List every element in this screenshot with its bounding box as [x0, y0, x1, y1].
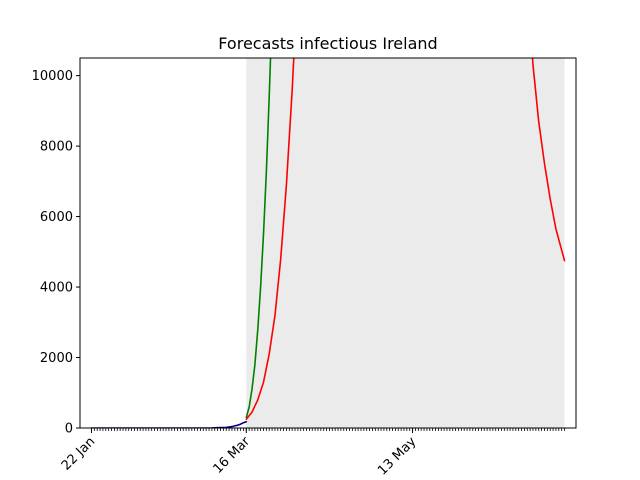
x-tick-label: 13 May — [375, 434, 419, 478]
y-tick-label: 4000 — [40, 281, 73, 296]
plot-frame — [79, 57, 577, 429]
x-tick-label: 16 Mar — [211, 434, 254, 477]
chart-title: Forecasts infectious Ireland — [218, 34, 437, 53]
forecast-shaded-region — [246, 58, 565, 428]
series-line-3 — [245, 58, 566, 420]
y-tick-label: 6000 — [40, 210, 73, 225]
series-line-1 — [90, 420, 248, 428]
y-tick-label: 0 — [65, 422, 73, 437]
x-tick-label: 22 Jan — [59, 434, 98, 473]
series-line-2 — [245, 58, 272, 419]
y-tick-label: 8000 — [40, 140, 73, 155]
y-tick-label: 2000 — [40, 351, 73, 366]
y-tick-label: 10000 — [32, 69, 73, 84]
